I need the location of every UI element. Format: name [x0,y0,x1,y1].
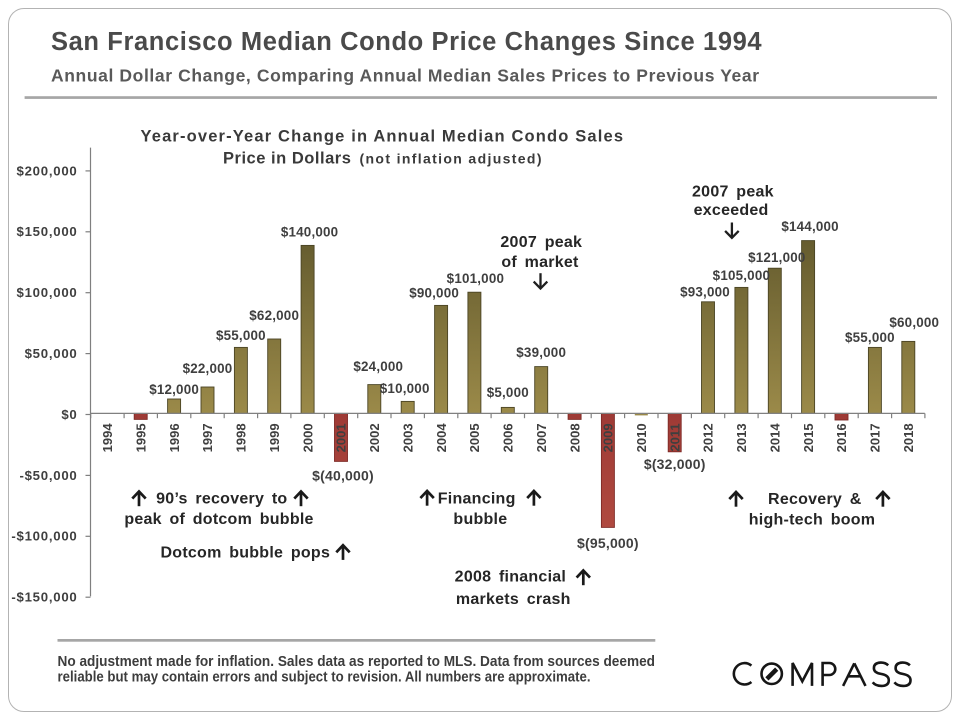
svg-text:-$150,000: -$150,000 [11,590,77,605]
svg-text:bubble: bubble [453,511,507,528]
svg-text:2012: 2012 [701,423,716,452]
svg-text:-$100,000: -$100,000 [11,529,77,544]
svg-text:$5,000: $5,000 [487,385,529,400]
svg-text:$(32,000): $(32,000) [644,456,706,472]
svg-text:$121,000: $121,000 [748,250,805,265]
svg-text:$60,000: $60,000 [889,315,939,330]
svg-text:$100,000: $100,000 [16,285,77,300]
svg-text:$62,000: $62,000 [249,308,299,323]
svg-text:$0: $0 [61,407,77,422]
svg-text:2001: 2001 [334,423,349,452]
svg-text:2000: 2000 [300,423,315,452]
svg-text:Year-over-Year Change in Annua: Year-over-Year Change in Annual Median C… [141,128,624,146]
svg-text:2014: 2014 [767,423,782,453]
svg-text:2002: 2002 [367,423,382,452]
svg-text:Recovery &: Recovery & [768,491,862,508]
svg-text:$50,000: $50,000 [25,346,78,361]
svg-text:exceeded: exceeded [694,202,769,219]
svg-text:$55,000: $55,000 [216,328,266,343]
svg-text:2008 financial: 2008 financial [455,569,566,586]
svg-text:San Francisco Median Condo Pri: San Francisco Median Condo Price Changes… [51,28,762,56]
svg-text:$144,000: $144,000 [781,219,838,234]
svg-text:$10,000: $10,000 [380,381,430,396]
svg-text:2009: 2009 [601,423,616,452]
svg-text:2008: 2008 [567,423,582,452]
svg-text:2010: 2010 [634,423,649,452]
svg-text:90’s recovery to: 90’s recovery to [156,490,287,507]
svg-text:high-tech boom: high-tech boom [749,511,875,528]
svg-text:$(40,000): $(40,000) [312,467,374,483]
svg-text:Annual Dollar Change, Comparin: Annual Dollar Change, Comparing Annual M… [51,66,759,86]
svg-text:$90,000: $90,000 [409,286,459,301]
svg-text:$39,000: $39,000 [516,345,566,360]
svg-text:$22,000: $22,000 [183,361,233,376]
svg-text:$200,000: $200,000 [16,163,77,178]
svg-text:Price in Dollars: Price in Dollars [223,149,356,167]
svg-text:of market: of market [501,254,579,271]
svg-text:$93,000: $93,000 [680,285,730,300]
svg-text:Dotcom bubble pops: Dotcom bubble pops [160,545,330,562]
svg-text:reliable but may contain error: reliable but may contain errors and subj… [58,670,591,686]
svg-text:1999: 1999 [267,423,282,452]
svg-text:peak of dotcom bubble: peak of dotcom bubble [124,511,313,528]
svg-text:Financing: Financing [438,490,516,507]
svg-text:$105,000: $105,000 [713,268,770,283]
svg-text:1994: 1994 [100,423,115,453]
svg-text:2017: 2017 [868,423,883,452]
svg-text:2011: 2011 [667,423,682,451]
svg-text:markets crash: markets crash [456,591,571,608]
svg-text:1997: 1997 [200,423,215,452]
svg-text:$150,000: $150,000 [16,224,77,239]
svg-text:2015: 2015 [801,423,816,452]
svg-text:$24,000: $24,000 [353,359,403,374]
svg-text:-$50,000: -$50,000 [19,468,77,483]
svg-text:1995: 1995 [133,423,148,452]
svg-text:2005: 2005 [467,423,482,452]
svg-text:2003: 2003 [400,423,415,452]
svg-text:$55,000: $55,000 [845,330,895,345]
svg-text:2007 peak: 2007 peak [500,234,582,251]
svg-text:2007: 2007 [534,423,549,452]
svg-text:2004: 2004 [434,423,449,453]
svg-text:2007 peak: 2007 peak [692,183,774,200]
svg-text:$(95,000): $(95,000) [577,535,639,551]
svg-text:1996: 1996 [167,423,182,452]
svg-text:2016: 2016 [834,423,849,452]
svg-text:1998: 1998 [234,423,249,452]
svg-text:2006: 2006 [500,423,515,452]
svg-text:2013: 2013 [734,423,749,452]
svg-text:(not inflation adjusted): (not inflation adjusted) [360,150,542,166]
svg-text:$101,000: $101,000 [447,271,504,286]
svg-text:No adjustment made for inflati: No adjustment made for inflation. Sales … [58,654,656,670]
svg-text:$12,000: $12,000 [149,382,199,397]
svg-text:2018: 2018 [901,423,916,452]
svg-text:$140,000: $140,000 [281,225,338,240]
